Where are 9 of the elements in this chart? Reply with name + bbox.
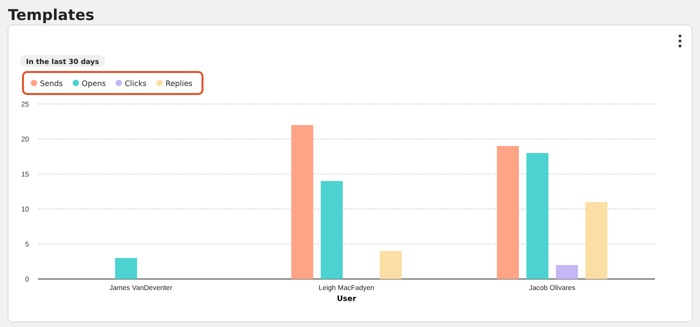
bar	[496, 146, 519, 279]
bar	[526, 153, 548, 279]
bar	[115, 258, 138, 279]
chart-title: Templates	[8, 6, 94, 24]
bar	[320, 181, 343, 279]
bar	[556, 265, 578, 279]
bar	[380, 251, 402, 279]
bar	[291, 125, 314, 279]
bar	[585, 202, 608, 279]
